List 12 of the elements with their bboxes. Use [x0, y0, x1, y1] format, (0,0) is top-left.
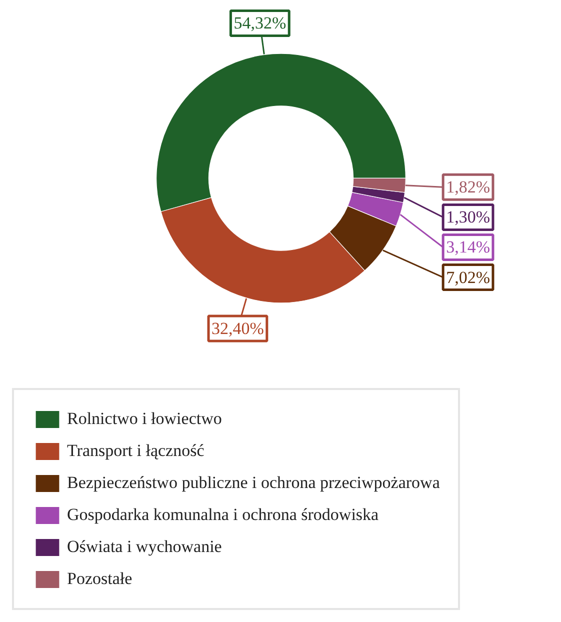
- data-label: 32,40%: [212, 318, 264, 338]
- legend-label: Oświata i wychowanie: [67, 537, 222, 557]
- legend-label: Gospodarka komunalna i ochrona środowiska: [67, 505, 379, 525]
- legend-label: Rolnictwo i łowiectwo: [67, 409, 222, 429]
- data-label: 1,30%: [446, 208, 490, 227]
- legend-label: Bezpieczeństwo publiczne i ochrona przeciwpożarowa: [67, 473, 440, 493]
- data-label: 1,82%: [446, 178, 490, 197]
- legend-label: Pozostałe: [67, 569, 132, 589]
- data-label: 3,14%: [446, 238, 490, 257]
- legend-label: Transport i łączność: [67, 441, 204, 461]
- data-label: 7,02%: [446, 268, 490, 287]
- data-label: 54,32%: [234, 14, 286, 33]
